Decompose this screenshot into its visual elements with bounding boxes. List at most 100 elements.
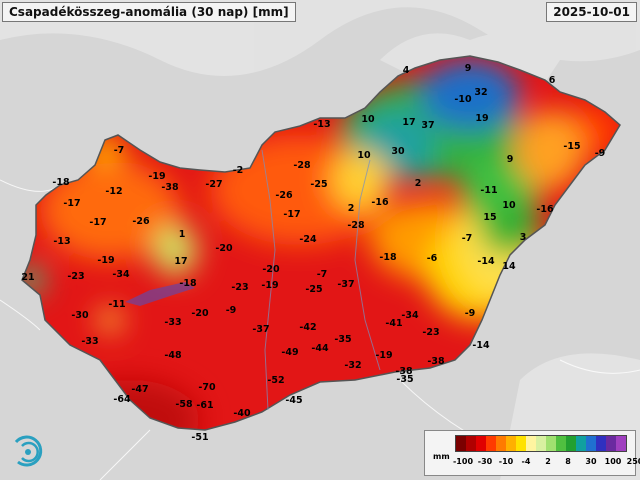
station-value-label: -47 [131,384,148,395]
station-value-label: -37 [252,324,269,335]
legend-tick-label: 8 [565,457,571,466]
station-value-label: -42 [299,322,316,333]
station-value-label: -27 [205,179,222,190]
station-value-label: 30 [391,146,405,157]
station-value-label: -26 [132,216,150,227]
station-value-label: -34 [401,310,419,321]
legend-swatch [466,436,476,451]
station-value-label: -18 [379,252,397,263]
station-value-label: -37 [337,279,354,290]
station-value-label: -34 [112,269,130,280]
station-value-label: 19 [475,113,488,124]
station-value-label: -44 [311,343,329,354]
legend-swatch [546,436,556,451]
station-value-label: -38 [427,356,445,367]
station-value-label: -26 [275,190,293,201]
station-value-label: 4 [403,65,410,76]
station-value-label: 14 [502,261,516,272]
legend-unit: mm [433,452,450,461]
station-value-label: 21 [21,272,34,283]
legend-tick-label: 30 [585,457,597,466]
station-value-label: -24 [299,234,317,245]
legend-tick-label: -30 [477,457,493,466]
station-value-label: -12 [105,186,122,197]
station-value-label: -51 [191,432,208,443]
station-value-label: -11 [480,185,497,196]
station-value-label: -48 [164,350,182,361]
legend-tick-label: -10 [498,457,514,466]
station-value-label: -7 [317,269,328,280]
station-value-label: -11 [108,299,125,310]
station-value-label: -38 [161,182,179,193]
legend-swatch [526,436,536,451]
station-value-label: 3 [520,232,527,243]
station-value-label: -41 [385,318,402,329]
legend-swatch [486,436,496,451]
station-value-label: -33 [81,336,98,347]
station-value-label: 37 [421,120,434,131]
station-value-label: -45 [285,395,302,406]
station-value-label: -20 [215,243,233,254]
station-value-label: -10 [454,94,472,105]
station-value-label: -30 [71,310,89,321]
station-value-label: -32 [344,360,361,371]
legend-swatch [586,436,596,451]
legend-tick-label: -100 [452,457,474,466]
legend-swatch [616,436,626,451]
station-value-label: -20 [191,308,209,319]
station-value-label: 6 [549,75,556,86]
legend-swatch [496,436,506,451]
station-value-label: -28 [347,220,365,231]
legend-swatch [536,436,546,451]
station-value-label: -40 [233,408,251,419]
legend-tick-label: 2 [545,457,551,466]
station-value-label: -23 [231,282,248,293]
station-value-label: -9 [595,148,606,159]
station-value-label: -49 [281,347,298,358]
station-value-label: 17 [402,117,415,128]
station-value-label: -25 [310,179,327,190]
station-value-label: -19 [261,280,278,291]
station-value-label: -9 [226,305,237,316]
station-value-label: 32 [474,87,487,98]
station-value-label: 9 [465,63,472,74]
station-value-label: -19 [148,171,165,182]
station-value-label: -16 [371,197,389,208]
station-value-label: -14 [477,256,495,267]
station-value-label: -6 [427,253,438,264]
station-value-label: -16 [536,204,554,215]
station-value-label: -25 [305,284,322,295]
station-value-label: -17 [283,209,300,220]
station-value-label: 10 [502,200,516,211]
station-value-label: -58 [175,399,193,410]
station-value-label: -9 [465,308,476,319]
legend-tick-label: 100 [604,457,622,466]
station-value-label: -7 [114,145,125,156]
station-value-label: 9 [507,154,514,165]
station-value-label: -2 [233,165,244,176]
station-value-label: -64 [113,394,131,405]
color-legend: mm -100-30 -10 -4 2 8 30 100 250 [424,430,640,476]
station-value-label: -19 [97,255,114,266]
station-value-label: -18 [52,177,70,188]
station-value-label: 2 [415,178,422,189]
station-value-label: -23 [67,271,84,282]
station-value-label: -28 [293,160,311,171]
legend-tick-label: -4 [521,457,531,466]
station-value-label: -70 [198,382,216,393]
station-value-label: -35 [396,374,413,385]
legend-swatch [556,436,566,451]
station-value-label: -17 [89,217,106,228]
legend-swatch [576,436,586,451]
station-value-label: -19 [375,350,392,361]
station-value-label: -38 [395,366,413,377]
legend-swatch [506,436,516,451]
station-value-label: -52 [267,375,284,386]
legend-tick-label: 250 [626,457,640,466]
station-value-label: -35 [334,334,351,345]
station-value-label: 10 [361,114,375,125]
legend-swatch [606,436,616,451]
station-value-label: -18 [179,278,197,289]
map-date: 2025-10-01 [546,2,637,22]
station-value-label: -13 [313,119,330,130]
